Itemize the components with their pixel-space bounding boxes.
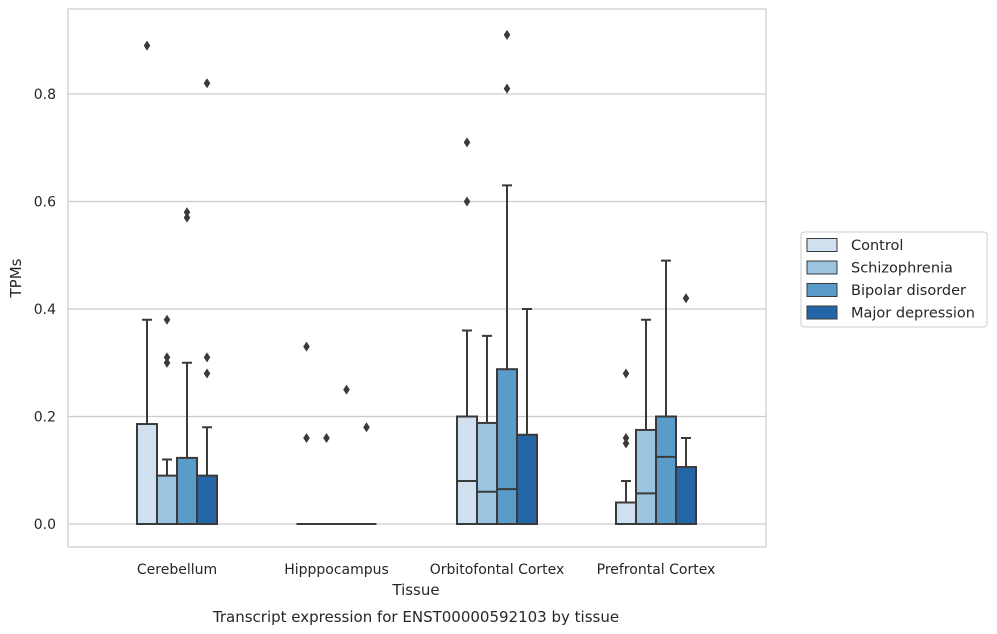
- x-tick-label: Prefrontal Cortex: [597, 562, 716, 578]
- box-group: [196, 78, 218, 525]
- y-tick-label: 0.0: [34, 517, 56, 533]
- legend-label: Bipolar disorder: [851, 283, 966, 299]
- x-tick-label: Hipppocampus: [284, 562, 389, 578]
- y-tick-label: 0.8: [34, 87, 56, 103]
- legend-swatch: [806, 260, 838, 275]
- y-tick-label: 0.4: [34, 302, 56, 318]
- legend-label: Major depression: [851, 306, 975, 322]
- box-group: [176, 207, 198, 526]
- chart-caption: Transcript expression for ENST0000059210…: [212, 608, 619, 626]
- box: [456, 415, 478, 525]
- box-group: [675, 293, 697, 525]
- box-series: [136, 29, 697, 526]
- box: [136, 423, 158, 525]
- outlier-point: [503, 83, 511, 94]
- outlier-point: [163, 352, 171, 363]
- box-group: [516, 308, 538, 525]
- outlier-point: [323, 433, 330, 443]
- box-group: [615, 368, 637, 525]
- box: [196, 474, 218, 525]
- legend: Control Schizophrenia Bipolar disorder Majo…: [800, 231, 988, 328]
- outlier-point: [203, 368, 211, 379]
- legend-item: Bipolar disorder: [806, 283, 966, 299]
- legend-frame: [800, 231, 988, 328]
- outlier-point: [163, 314, 171, 325]
- box-group: [496, 29, 518, 526]
- outlier-point: [682, 293, 690, 304]
- box-group: [635, 318, 657, 525]
- outlier-point: [183, 207, 191, 218]
- y-axis-title: TPMs: [7, 258, 25, 298]
- outlier-point: [303, 433, 310, 443]
- legend-label: Schizophrenia: [851, 261, 953, 277]
- outlier-point: [303, 341, 310, 352]
- box: [176, 456, 198, 526]
- legend-item: Control: [806, 238, 903, 254]
- box: [476, 421, 498, 526]
- box-group: [296, 341, 317, 525]
- y-tick-label: 0.2: [34, 410, 56, 426]
- box-group: [136, 40, 158, 525]
- outlier-point: [203, 352, 211, 363]
- box: [675, 466, 697, 525]
- box: [496, 368, 518, 526]
- x-tick-label: Cerebellum: [137, 562, 217, 578]
- box-group: [356, 422, 377, 525]
- outlier-point: [463, 196, 471, 207]
- legend-label: Control: [851, 238, 903, 254]
- outlier-point: [203, 78, 211, 89]
- outlier-point: [343, 384, 350, 395]
- outlier-point: [183, 212, 191, 223]
- outlier-point: [363, 422, 370, 433]
- outlier-point: [463, 137, 471, 148]
- outlier-point: [163, 357, 171, 368]
- legend-swatch: [806, 238, 838, 252]
- x-tick-label: Orbitofontal Cortex: [430, 562, 565, 578]
- legend-item: Schizophrenia: [806, 260, 953, 277]
- y-axis-ticks: 0.0 0.2 0.4 0.6 0.8: [34, 87, 56, 533]
- legend-swatch: [806, 283, 838, 297]
- legend-items: Control Schizophrenia Bipolar disorder Majo…: [806, 238, 975, 322]
- outlier-point: [622, 438, 630, 449]
- legend-item: Major depression: [806, 305, 975, 322]
- x-axis-ticks: Cerebellum Hipppocampus Orbitofontal Corte…: [137, 562, 715, 578]
- box: [156, 474, 178, 525]
- box: [615, 501, 637, 525]
- box-group: [336, 384, 357, 525]
- outlier-point: [503, 29, 511, 40]
- outlier-point: [622, 433, 630, 443]
- box: [635, 428, 657, 525]
- outlier-point: [622, 368, 630, 379]
- y-tick-label: 0.6: [34, 195, 56, 211]
- legend-swatch: [806, 305, 838, 320]
- box-group: [316, 433, 337, 525]
- box: [655, 415, 677, 525]
- box: [516, 433, 538, 525]
- x-axis-title: Tissue: [391, 581, 439, 599]
- outlier-point: [143, 40, 151, 51]
